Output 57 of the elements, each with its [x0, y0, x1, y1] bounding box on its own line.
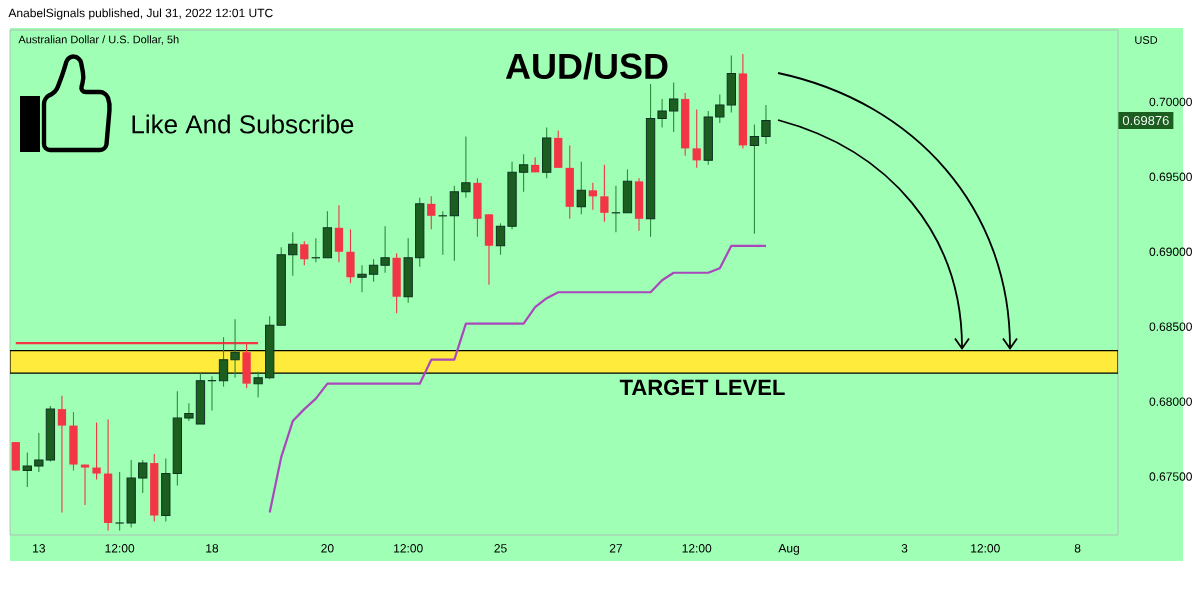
x-tick-label: 20 [321, 544, 334, 553]
candlestick [427, 195, 436, 230]
candlestick [357, 264, 367, 293]
candlestick [253, 371, 263, 398]
candlestick [184, 402, 194, 422]
candlestick [668, 81, 679, 133]
candlestick [57, 395, 67, 514]
text: 0.69876 [1122, 115, 1169, 126]
y-tick-label: 0.69500 [1149, 172, 1192, 182]
y-tick-label: 0.68500 [1149, 322, 1192, 331]
band-label: TARGET LEVEL [619, 379, 785, 396]
x-tick-label: 8 [1074, 544, 1081, 553]
text: AnabelSignals published, Jul 31, 2022 12:01 UTC [8, 8, 273, 20]
candlestick [715, 93, 725, 124]
candlestick [92, 422, 101, 481]
candlestick [218, 336, 229, 388]
x-tick-label: 3 [901, 544, 908, 553]
candlestick [34, 432, 44, 473]
candlestick [449, 185, 459, 262]
candlestick [288, 231, 298, 277]
candlestick [300, 240, 309, 266]
candlestick [461, 135, 471, 199]
candlestick [230, 318, 240, 379]
y-axis-title: USD [1135, 36, 1158, 44]
candlestick [518, 153, 529, 193]
x-tick-label: 25 [494, 544, 507, 553]
candlestick [530, 156, 540, 173]
x-tick-label: Aug [778, 544, 799, 555]
annotation: Like And Subscribe [132, 114, 354, 134]
y-tick-label: 0.67500 [1149, 472, 1192, 481]
candlestick [368, 258, 379, 283]
chart-subtitle: Australian Dollar / U.S. Dollar, 5h [18, 35, 179, 45]
x-tick-label: 18 [206, 544, 219, 553]
y-tick-label: 0.69000 [1149, 247, 1192, 257]
y-tick-label: 0.70000 [1149, 97, 1192, 107]
candlestick [114, 471, 125, 532]
candlestick [588, 182, 597, 211]
x-tick-label: 27 [609, 544, 623, 553]
x-tick-label: 12:00 [105, 544, 135, 553]
candlestick [80, 464, 90, 506]
candlestick [749, 123, 760, 235]
candlestick [495, 222, 506, 256]
candlestick [657, 98, 667, 128]
x-tick-label: 12:00 [971, 544, 1000, 553]
candlestick [138, 459, 148, 494]
candlestick [380, 225, 390, 274]
candlestick [600, 164, 609, 223]
text: AUD/USD [505, 52, 668, 80]
x-tick-label: 13 [33, 544, 45, 553]
candlestick [22, 452, 32, 488]
candlestick [576, 161, 586, 215]
candlestick [692, 108, 701, 169]
candlestick [761, 104, 771, 145]
x-tick-label: 12:00 [394, 544, 423, 553]
candlestick [334, 204, 344, 263]
x-tick-label: 12:00 [682, 544, 712, 553]
y-tick-label: 0.68000 [1149, 397, 1192, 406]
